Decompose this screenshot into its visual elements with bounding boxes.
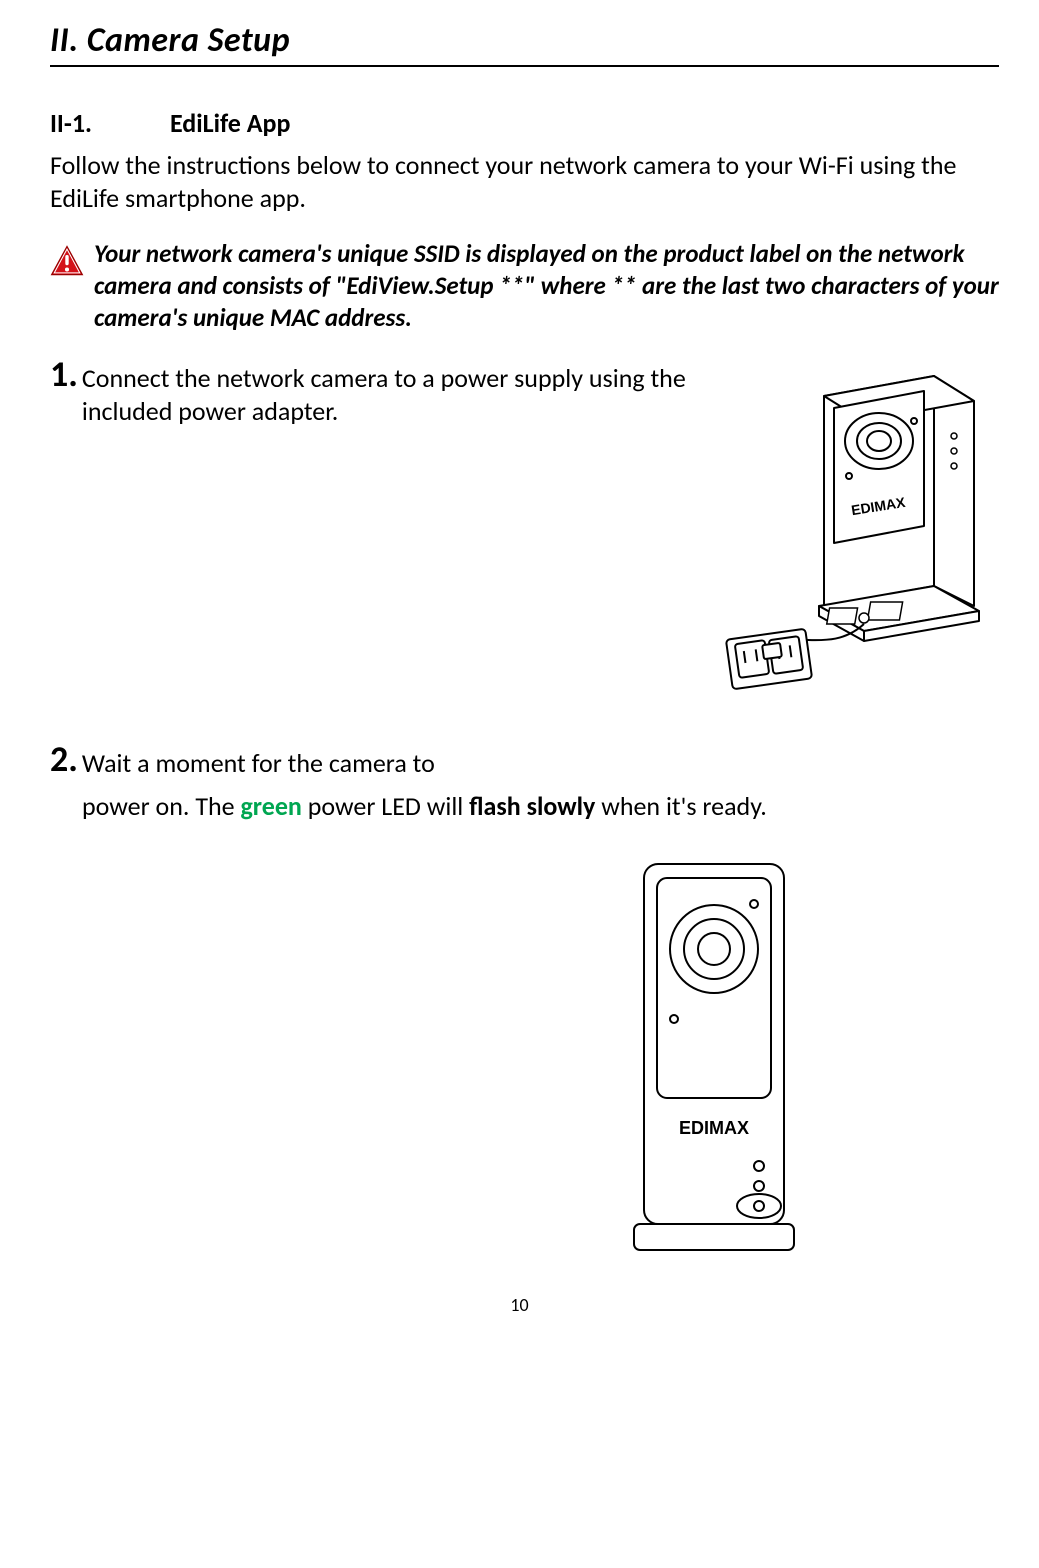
warning-text: Your network camera's unique SSID is dis… [94, 238, 999, 334]
section-heading: II-1.EdiLife App [50, 107, 999, 139]
main-title: II. Camera Setup [50, 20, 999, 61]
step-2-text-c: when it's ready. [595, 790, 766, 822]
step-2-bold: flash slowly [469, 790, 595, 822]
step-2-text-a: power on. The [82, 790, 240, 822]
page-number: 10 [0, 1294, 1039, 1316]
section-name: EdiLife App [170, 107, 290, 139]
brand-label-2: EDIMAX [679, 1118, 749, 1138]
camera-power-illustration: EDIMAX [719, 356, 999, 701]
step-1: 1. Connect the network camera to a power… [50, 356, 689, 429]
step-1-row: 1. Connect the network camera to a power… [50, 356, 999, 701]
section-number: II-1. [50, 107, 170, 139]
warning-icon [50, 244, 84, 278]
step-2-green: green [240, 790, 301, 822]
camera-led-illustration: EDIMAX [50, 854, 999, 1254]
step-2-number: 2. [50, 741, 78, 777]
step-2-line2: power on. The green power LED will flash… [50, 790, 999, 823]
intro-paragraph: Follow the instructions below to connect… [50, 149, 999, 214]
step-1-number: 1. [50, 356, 78, 392]
step-1-text: Connect the network camera to a power su… [82, 356, 689, 429]
title-rule [50, 65, 999, 67]
warning-note: Your network camera's unique SSID is dis… [50, 238, 999, 334]
step-2: 2. Wait a moment for the camera to power… [50, 741, 999, 824]
step-2-text-b: power LED will [302, 790, 469, 822]
step-2-lead: Wait a moment for the camera to [82, 741, 999, 780]
